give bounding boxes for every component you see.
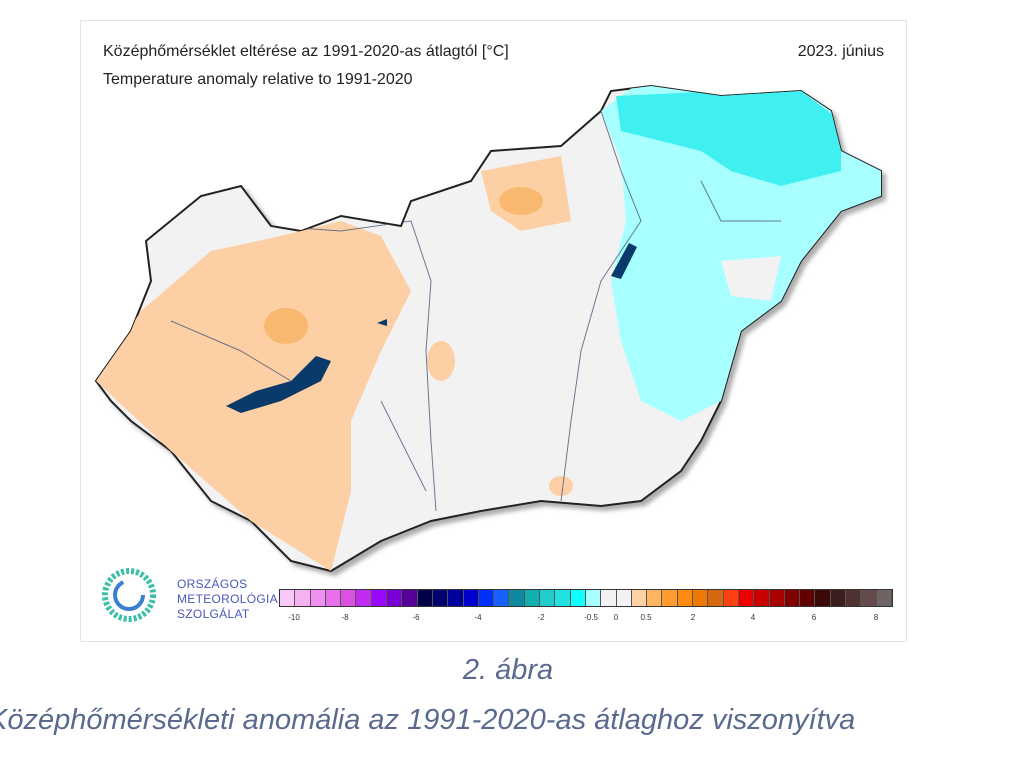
figure-number: 2. ábra: [462, 654, 554, 686]
legend-swatch: [876, 590, 892, 606]
legend-swatch: [784, 590, 801, 606]
legend-tick: -2: [537, 613, 545, 622]
legend-swatch: [295, 590, 311, 606]
legend-swatch: [677, 590, 694, 606]
legend-tick: 0.5: [640, 613, 652, 622]
warmer-patch: [499, 187, 543, 215]
logo-line-3: SZOLGÁLAT: [177, 607, 250, 621]
legend-swatch: [417, 590, 433, 606]
lake-tisza: [611, 243, 637, 279]
legend-tick: 8: [873, 613, 879, 622]
legend-swatch: [540, 590, 556, 606]
legend-swatch: [647, 590, 663, 606]
logo-line-1: ORSZÁGOS: [177, 577, 248, 591]
legend-tick: 2: [690, 613, 696, 622]
legend-tick: 6: [811, 613, 817, 622]
legend-tick: 0: [613, 613, 619, 622]
map-title-hungarian: Középhőmérséklet eltérése az 1991-2020-a…: [103, 43, 509, 60]
legend-swatch: [280, 590, 296, 606]
map-title-english: Temperature anomaly relative to 1991-202…: [103, 71, 413, 88]
legend-swatch: [371, 590, 388, 606]
warmer-patch: [264, 308, 308, 344]
legend-swatch: [570, 590, 586, 606]
legend-swatch: [830, 590, 846, 606]
legend-swatch: [325, 590, 342, 606]
legend-swatch: [769, 590, 785, 606]
legend-swatch: [524, 590, 541, 606]
legend-swatch: [693, 590, 709, 606]
figure-caption: Középhőmérsékleti anomália az 1991-2020-…: [0, 704, 856, 736]
legend-swatch: [861, 590, 877, 606]
legend-swatch: [341, 590, 357, 606]
legend-swatch: [509, 590, 525, 606]
legend-swatch: [800, 590, 816, 606]
legend-tick: -4: [474, 613, 482, 622]
omsz-logo: ORSZÁGOS METEOROLÓGIAI SZOLGÁLAT: [99, 565, 281, 630]
legend-swatch: [555, 590, 571, 606]
legend-swatch: [754, 590, 770, 606]
lake-balaton: [226, 356, 331, 413]
legend-swatch: [387, 590, 403, 606]
legend-swatch: [463, 590, 479, 606]
legend-swatch: [723, 590, 739, 606]
rivers: [170, 110, 781, 512]
legend-swatch: [708, 590, 724, 606]
legend-swatch: [402, 590, 418, 606]
legend-swatch: [494, 590, 510, 606]
legend-tick: -8: [341, 613, 349, 622]
legend-swatch: [448, 590, 464, 606]
logo-line-2: METEOROLÓGIAI: [177, 592, 282, 606]
hungary-map: [95, 85, 882, 572]
warm-patch: [549, 476, 573, 496]
legend-swatch: [845, 590, 862, 606]
legend-swatch: [616, 590, 632, 606]
legend-tick: -6: [412, 613, 420, 622]
legend-swatch: [601, 590, 617, 606]
legend-swatch: [738, 590, 755, 606]
swirl-logo-icon: [102, 568, 156, 622]
legend-swatch: [631, 590, 648, 606]
neutral-patch: [721, 256, 781, 301]
legend-swatch: [815, 590, 831, 606]
legend-tick: 4: [750, 613, 756, 622]
legend-swatch: [478, 590, 495, 606]
legend-swatch: [356, 590, 372, 606]
legend-tick: -10: [288, 613, 300, 622]
cooler-region-northeast: [616, 91, 841, 186]
legend-swatch: [310, 590, 326, 606]
lake-velence: [377, 319, 387, 326]
legend-swatch: [432, 590, 449, 606]
legend-swatch: [662, 590, 678, 606]
legend-swatch: [585, 590, 602, 606]
legend-tick: -0.5: [584, 613, 598, 622]
map-period: 2023. június: [797, 43, 884, 60]
warm-patch: [427, 341, 455, 381]
anomaly-map-figure: Középhőmérséklet eltérése az 1991-2020-a…: [80, 20, 907, 642]
color-scale-legend: [279, 589, 893, 607]
